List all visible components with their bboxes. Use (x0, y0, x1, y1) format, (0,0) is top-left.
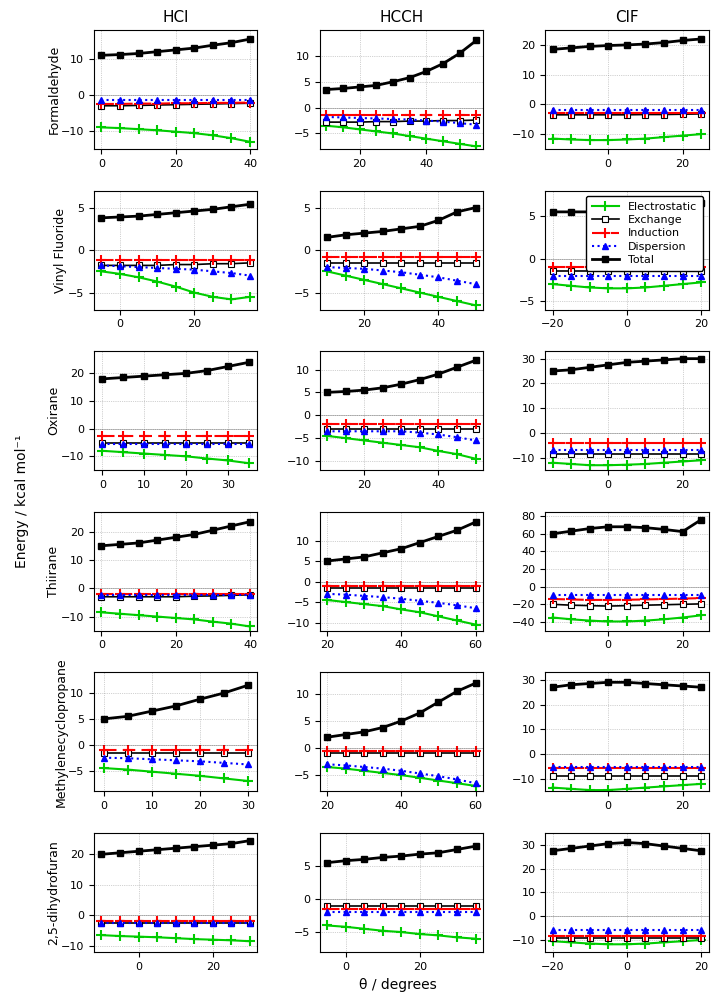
Text: Energy / kcal mol⁻¹: Energy / kcal mol⁻¹ (14, 434, 29, 568)
Title: HCCH: HCCH (379, 10, 424, 25)
Y-axis label: Oxirane: Oxirane (48, 386, 61, 435)
Legend: Electrostatic, Exchange, Induction, Dispersion, Total: Electrostatic, Exchange, Induction, Disp… (586, 196, 703, 271)
Y-axis label: Formaldehyde: Formaldehyde (48, 45, 61, 134)
Y-axis label: 2,5-dihydrofuran: 2,5-dihydrofuran (48, 840, 61, 945)
Title: ClF: ClF (615, 10, 638, 25)
Y-axis label: Vinyl Fluoride: Vinyl Fluoride (54, 207, 67, 293)
Y-axis label: Thiirane: Thiirane (48, 546, 61, 597)
Title: HCl: HCl (163, 10, 189, 25)
Text: θ / degrees: θ / degrees (359, 978, 437, 992)
Y-axis label: Methylenecyclopropane: Methylenecyclopropane (54, 657, 67, 807)
